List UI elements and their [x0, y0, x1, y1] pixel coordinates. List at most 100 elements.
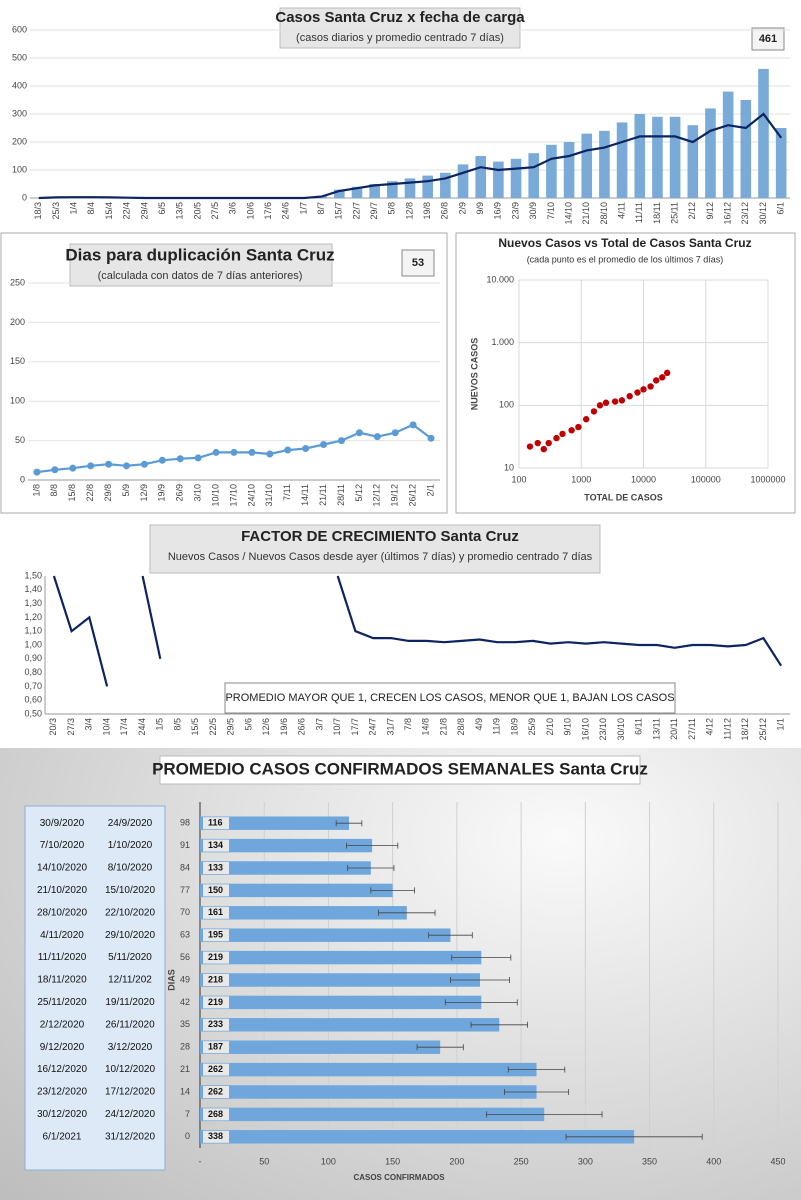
y-tick-label: 400	[12, 80, 27, 90]
y-tick-label: 10	[504, 462, 514, 472]
y-tick-label: 28	[180, 1042, 190, 1052]
table-cell: 4/11/2020	[40, 930, 84, 941]
panel-border	[0, 232, 448, 514]
x-tick-label: 150	[385, 1156, 400, 1166]
y-tick-label: 600	[12, 24, 27, 34]
error-bar	[450, 977, 510, 983]
bar	[546, 144, 557, 198]
bar	[616, 122, 628, 198]
point	[575, 423, 582, 431]
x-tick-label: 23/12	[740, 202, 750, 225]
x-tick-label: 9/10	[563, 718, 573, 736]
x-tick-label: 8/5	[172, 718, 182, 731]
x-tick-label: 9/12	[705, 202, 715, 220]
x-tick-label: -	[199, 1156, 202, 1166]
line	[38, 112, 783, 200]
table-cell: 24/12/2020	[105, 1109, 155, 1120]
chart-subtitle: (casos diarios y promedio centrado 7 día…	[296, 32, 504, 44]
y-tick-label: 300	[12, 108, 27, 118]
x-tick-label: 29/5	[226, 718, 236, 736]
x-tick-label: 30/12	[758, 202, 768, 225]
x-tick-label: 11/11	[634, 202, 644, 223]
y-tick-label: 1,50	[24, 570, 42, 580]
table-cell: 24/9/2020	[108, 818, 153, 829]
bar	[200, 1018, 500, 1032]
x-tick-label: 23/10	[598, 718, 608, 741]
bar	[404, 178, 416, 198]
bar	[200, 950, 482, 965]
bar	[200, 1040, 441, 1054]
x-tick-label: 50	[259, 1156, 269, 1166]
table-cell: 17/12/2020	[105, 1087, 155, 1098]
x-tick-label: 14/11	[300, 484, 310, 506]
y-tick-label: 21	[180, 1064, 190, 1074]
bar	[200, 1130, 635, 1144]
x-axis-title: CASOS CONFIRMADOS	[353, 1173, 445, 1182]
y-tick-label: 42	[180, 997, 190, 1007]
x-tick-label: 11/12	[722, 718, 732, 740]
point	[123, 462, 131, 470]
bar	[634, 114, 646, 198]
bar	[200, 883, 393, 898]
value-label-bg	[203, 884, 229, 897]
value-label: 133	[208, 862, 223, 872]
bar	[200, 973, 481, 987]
x-tick-label: 8/7	[316, 202, 326, 215]
chart-panel: PROMEDIO CASOS CONFIRMADOS SEMANALES San…	[0, 748, 801, 1200]
bar	[599, 130, 610, 198]
error-bar	[451, 954, 512, 961]
bar	[563, 142, 575, 198]
y-tick-label: 200	[12, 136, 27, 146]
y-tick-label: 91	[180, 840, 190, 850]
x-tick-label: 4/11	[616, 202, 626, 219]
x-tick-label: 24/4	[137, 718, 147, 736]
x-tick-label: 29/4	[139, 202, 149, 220]
table-cell: 19/11/2020	[105, 997, 155, 1008]
y-tick-label: 56	[180, 952, 190, 962]
x-axis-title: TOTAL DE CASOS	[584, 492, 663, 502]
y-tick-label: 49	[180, 974, 190, 984]
x-tick-label: 100	[511, 474, 526, 484]
value-label-bg	[203, 862, 229, 874]
point	[568, 427, 575, 434]
table-cell: 2/12/2020	[40, 1019, 85, 1030]
x-tick-label: 25/12	[758, 718, 768, 741]
y-tick-label: 14	[180, 1086, 190, 1096]
chart-title: Nuevos Casos vs Total de Casos Santa Cru…	[498, 236, 751, 250]
annotation: 53	[412, 257, 424, 269]
x-tick-label: 12/6	[261, 718, 271, 736]
point	[427, 434, 435, 442]
y-tick-label: 500	[12, 52, 27, 62]
value-label: 187	[208, 1042, 223, 1052]
bar	[510, 158, 522, 198]
x-tick-label: 2/10	[545, 718, 555, 736]
bar	[200, 1062, 537, 1077]
x-tick-label: 22/7	[351, 202, 361, 220]
x-tick-label: 450	[770, 1156, 785, 1166]
bar	[528, 153, 540, 198]
x-tick-label: 12/12	[372, 484, 382, 507]
bar	[200, 1085, 537, 1099]
point	[659, 374, 666, 381]
x-tick-label: 28/11	[336, 484, 346, 506]
value-label: 219	[208, 952, 223, 962]
bar	[351, 186, 363, 198]
point	[634, 389, 641, 396]
x-tick-label: 16/12	[723, 202, 733, 225]
bar	[705, 108, 716, 198]
x-tick-label: 25/3	[51, 202, 61, 220]
point	[176, 455, 184, 463]
table-cell: 22/10/2020	[105, 907, 155, 918]
value-label-bg	[203, 1041, 229, 1054]
error-bar	[370, 887, 415, 894]
x-tick-label: 1/5	[155, 718, 165, 731]
x-tick-label: 22/8	[85, 484, 95, 502]
y-tick-label: 0,80	[24, 667, 42, 677]
x-tick-label: 15/7	[334, 202, 344, 220]
point	[337, 437, 345, 445]
y-tick-label: 1,20	[24, 612, 42, 622]
table-cell: 3/12/2020	[108, 1042, 153, 1053]
x-tick-label: 1000	[571, 474, 591, 484]
x-tick-label: 29/8	[103, 484, 113, 502]
table-cell: 1/10/2020	[108, 840, 153, 851]
